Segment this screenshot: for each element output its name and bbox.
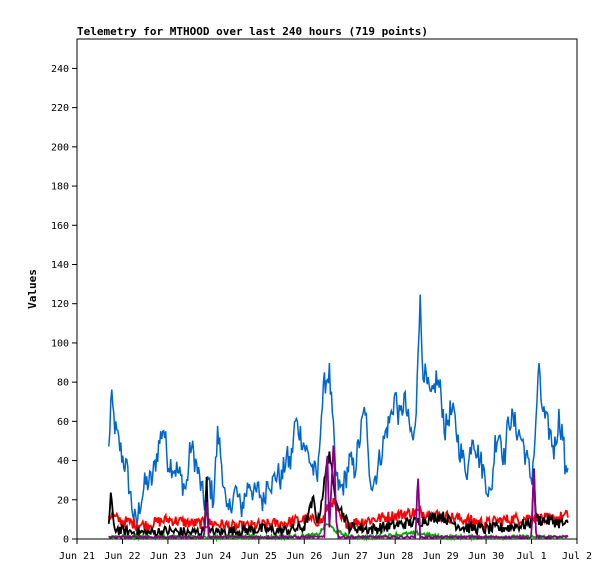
series-group (107, 294, 569, 543)
y-tick-label: 80 (57, 378, 69, 389)
plot-area (76, 38, 578, 540)
x-tick-label: Jun 21 (59, 551, 95, 562)
y-tick-label: 0 (63, 535, 69, 546)
series-line-2 (107, 451, 569, 541)
y-tick-label: 120 (51, 299, 69, 310)
x-tick-label: Jul 1 (516, 551, 546, 562)
y-tick-label: 220 (51, 103, 69, 114)
x-tick-label: Jun 25 (241, 551, 277, 562)
y-tick-label: 160 (51, 221, 69, 232)
x-tick-label: Jun 24 (195, 551, 231, 562)
x-tick-label: Jul 2 (562, 551, 592, 562)
x-axis: Jun 21 Jun 22 Jun 23 Jun 24 Jun 25 Jun 26 Jun … (59, 539, 592, 562)
x-tick-label: Jun 28 (377, 551, 413, 562)
y-tick-label: 100 (51, 338, 69, 349)
x-tick-label: Jun 26 (286, 551, 322, 562)
chart-title: Telemetry for MTHOOD over last 240 hours… (77, 25, 428, 38)
series-line-4 (108, 445, 569, 541)
y-tick-label: 140 (51, 260, 69, 271)
y-tick-label: 40 (57, 456, 69, 467)
y-axis: 0 20 40 60 80 100 120 140 160 180 200 220 240 (51, 64, 77, 546)
x-tick-label: Jun 30 (468, 551, 504, 562)
x-tick-label: Jun 29 (423, 551, 459, 562)
x-tick-label: Jun 23 (150, 551, 186, 562)
y-tick-label: 60 (57, 417, 69, 428)
series-line-0 (108, 294, 569, 526)
y-tick-label: 20 (57, 495, 69, 506)
series-line-1 (107, 498, 569, 534)
y-tick-label: 180 (51, 182, 69, 193)
y-tick-label: 200 (51, 142, 69, 153)
x-tick-label: Jun 22 (104, 551, 140, 562)
y-axis-label: Values (26, 269, 39, 309)
x-tick-label: Jun 27 (332, 551, 368, 562)
y-tick-label: 240 (51, 64, 69, 75)
